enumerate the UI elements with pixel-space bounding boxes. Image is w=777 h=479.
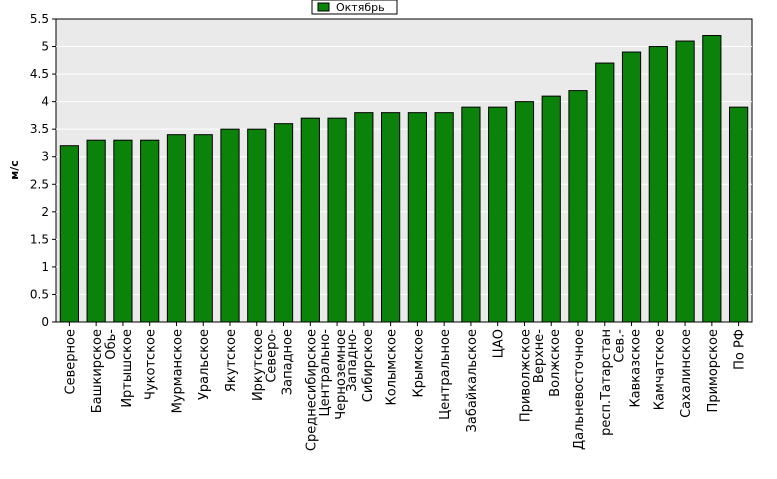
x-tick-label: Дальневосточное: [572, 329, 587, 450]
y-tick-label: 1.5: [30, 232, 49, 246]
bar: [461, 106, 481, 323]
bar: [702, 35, 722, 323]
bar: [381, 112, 401, 323]
x-tick-label: респ.Татарстан: [599, 329, 614, 436]
x-tick-label: Кавказское: [629, 329, 644, 408]
x-tick-label: Верхне-: [532, 329, 547, 383]
x-tick-label: Обь-: [104, 329, 119, 360]
bar: [273, 123, 294, 323]
y-tick-label: 5.5: [30, 12, 49, 26]
x-tick-label: Башкирское: [90, 329, 105, 413]
x-tick-label: Забайкальское: [465, 329, 480, 432]
legend-swatch: [317, 2, 330, 12]
bar: [675, 40, 695, 323]
x-tick-label: Иртышское: [120, 329, 135, 408]
y-axis-ticks: 0 0.5 1 1.5 2 2.5 3 3.5 4 4.5 5 5.5: [30, 12, 56, 329]
legend: Октябрь: [311, 0, 398, 15]
x-tick-label: Черноземное: [334, 329, 349, 420]
bar: [568, 90, 588, 323]
x-tick-label: Северо-: [265, 329, 280, 383]
x-tick-label: Западно-: [345, 329, 360, 392]
bar: [193, 134, 213, 323]
bar: [59, 145, 79, 323]
x-tick-label: Сев.-: [613, 329, 628, 363]
bar: [140, 139, 160, 323]
bar: [220, 128, 240, 323]
x-tick-label: Западное: [281, 329, 296, 395]
legend-label-oktyabr: Октябрь: [336, 1, 385, 14]
y-axis-title: м/с: [8, 160, 21, 180]
y-tick-label: 5: [41, 40, 49, 54]
bars: [59, 35, 749, 323]
x-tick-label: Среднесибирское: [304, 329, 319, 451]
plot-area: [55, 18, 753, 323]
x-tick-label: ЦАО: [492, 329, 507, 358]
y-tick-label: 2: [41, 205, 49, 219]
y-tick-label: 4.5: [30, 67, 49, 81]
x-tick-label: Волжское: [548, 329, 563, 397]
bar: [166, 134, 187, 323]
x-tick-label: Чукотское: [144, 329, 159, 400]
y-tick-label: 4: [41, 95, 49, 109]
bar: [113, 139, 133, 323]
bar: [514, 101, 535, 323]
bar: [354, 112, 374, 323]
y-tick-label: 0.5: [30, 287, 49, 301]
bar: [648, 46, 668, 323]
x-tick-label: Центральное: [438, 329, 453, 420]
x-tick-label: Северное: [63, 329, 78, 394]
bar: [488, 106, 508, 323]
bar: [407, 112, 427, 323]
x-tick-label: Крымское: [411, 329, 426, 398]
x-tick-label: Сахалинское: [679, 329, 694, 418]
bar: [595, 62, 615, 323]
x-tick-label: Мурманское: [171, 329, 186, 413]
y-tick-label: 3.5: [30, 122, 49, 136]
y-tick-label: 0: [41, 315, 49, 329]
y-tick-label: 1: [41, 260, 49, 274]
x-tick-label: По РФ: [733, 329, 748, 370]
x-tick-label: Якутское: [224, 329, 239, 392]
bar: [300, 117, 320, 323]
bar: [729, 106, 749, 323]
bar: [86, 139, 106, 323]
bar: [541, 95, 561, 323]
bar: [434, 112, 454, 323]
x-tick-label: Приморское: [706, 329, 721, 412]
bar: [327, 117, 347, 323]
x-tick-label: Уральское: [197, 329, 212, 400]
legend-box: [311, 0, 398, 15]
x-tick-label: Центрально-: [318, 329, 333, 417]
x-tick-label: Сибирское: [361, 329, 376, 402]
x-tick-label: Иркутское: [251, 329, 266, 401]
y-tick-label: 3: [41, 150, 49, 164]
y-tick-label: 2.5: [30, 177, 49, 191]
x-tick-label: Камчатское: [652, 329, 667, 410]
x-tick-label: Приволжское: [519, 329, 534, 422]
bar: [247, 128, 267, 323]
x-tick-label: Колымское: [385, 329, 400, 406]
bar: [621, 51, 642, 323]
